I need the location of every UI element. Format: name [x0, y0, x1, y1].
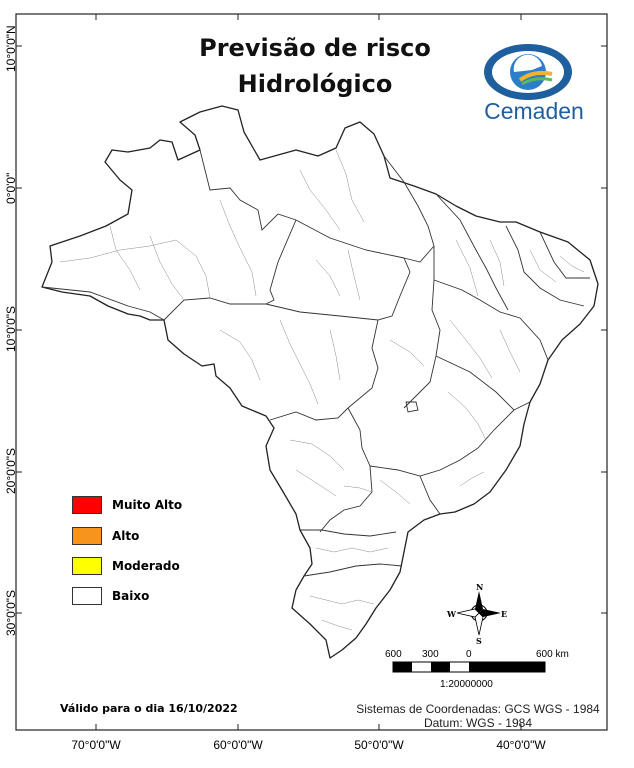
legend-swatch: [72, 557, 102, 575]
compass-south-label: S: [476, 636, 482, 646]
legend-item-baixo: Baixo: [72, 587, 149, 605]
legend-label: Alto: [112, 529, 140, 543]
north-arrow-icon: [456, 591, 501, 636]
lat-label-30s: 30°0'0"S: [4, 589, 18, 636]
basin-subdivisions: [59, 149, 585, 631]
graticule-ticks: [16, 14, 607, 730]
validity-date: Válido para o dia 16/10/2022: [60, 702, 238, 715]
lon-label-50w: 50°0'0"W: [354, 738, 404, 752]
scale-label-600-km: 600 km: [536, 649, 569, 660]
state-borders: [41, 149, 590, 577]
legend-swatch: [72, 587, 102, 605]
legend-label: Baixo: [112, 589, 150, 603]
legend-item-muito-alto: Muito Alto: [72, 496, 182, 514]
crs-line-2: Datum: WGS - 1984: [423, 716, 533, 730]
legend-item-moderado: Moderado: [72, 557, 180, 575]
lon-label-70w: 70°0'0"W: [71, 738, 121, 752]
scale-bar: [392, 661, 546, 673]
coordinate-system: Sistemas de Coordenadas: GCS WGS - 1984 …: [348, 702, 608, 730]
scale-ratio: 1:20000000: [440, 679, 493, 690]
cemaden-logo-text: Cemaden: [484, 98, 584, 124]
lat-label-10n: 10°0'0"N: [4, 25, 18, 72]
scale-label-300: 300: [422, 649, 439, 660]
lat-label-10s: 10°0'0"S: [4, 305, 18, 352]
compass-west-label: W: [447, 609, 456, 619]
legend-item-alto: Alto: [72, 527, 139, 545]
compass-east-label: E: [501, 609, 508, 619]
legend-label: Moderado: [112, 559, 180, 573]
legend-swatch: [72, 527, 102, 545]
lat-label-0: 0°0'0": [4, 172, 18, 204]
map-border: [15, 13, 608, 731]
lon-label-40w: 40°0'0"W: [496, 738, 546, 752]
map-title-line-1: Previsão de risco: [199, 34, 431, 62]
cemaden-eye-icon: [484, 44, 572, 100]
legend-swatch: [72, 496, 102, 514]
lon-label-60w: 60°0'0"W: [213, 738, 263, 752]
brazil-outline: [41, 105, 599, 659]
legend-label: Muito Alto: [112, 498, 183, 512]
compass-north-label: N: [476, 582, 484, 592]
map-title-line-2: Hidrológico: [237, 70, 393, 98]
scale-label-0: 0: [466, 649, 472, 660]
lat-label-20s: 20°0'0"S: [4, 447, 18, 494]
scale-label-600-left: 600: [385, 649, 402, 660]
crs-line-1: Sistemas de Coordenadas: GCS WGS - 1984: [356, 702, 600, 716]
